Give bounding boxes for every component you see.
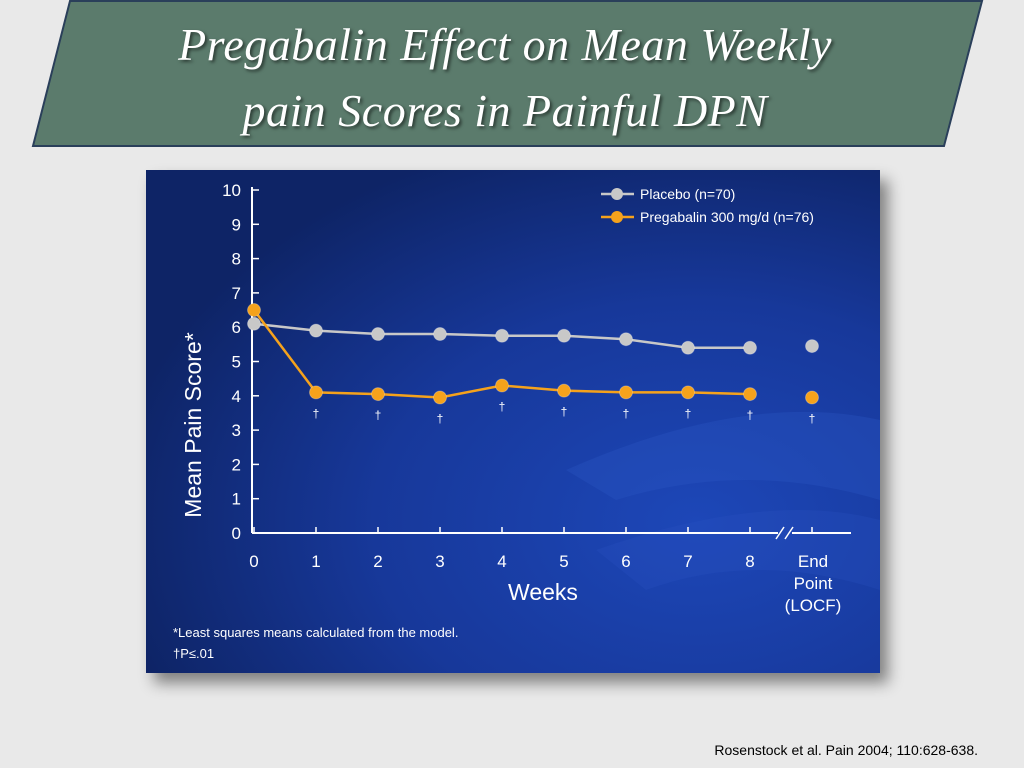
significance-marker: † — [685, 406, 692, 420]
x-tick-label: 0 — [249, 552, 258, 571]
decorative-swoosh — [596, 510, 880, 590]
data-point — [309, 385, 323, 400]
title-banner-shape — [31, 0, 984, 147]
endpoint-data-point — [805, 390, 819, 405]
data-point — [743, 340, 757, 355]
x-tick-label: 2 — [373, 552, 382, 571]
legend-label-placebo: Placebo (n=70) — [640, 186, 735, 202]
y-tick-label: 5 — [232, 353, 241, 372]
legend-marker-placebo — [611, 188, 623, 200]
slide-title-line-1: Pregabalin Effect on Mean Weekly — [178, 19, 832, 70]
chart-background — [146, 170, 880, 673]
significance-marker: † — [375, 408, 382, 422]
y-tick-label: 3 — [232, 421, 241, 440]
x-tick-label: 1 — [311, 552, 320, 571]
chart-panel: 0 1 2 3 4 5 6 7 8 9 10 0 1 2 3 4 5 6 7 8 End Point (LOCF) † † † †… — [146, 170, 880, 673]
axis-break-mark — [775, 526, 785, 540]
data-point — [371, 387, 385, 402]
data-point — [681, 385, 695, 400]
significance-marker: † — [437, 412, 444, 426]
y-tick-label: 8 — [232, 250, 241, 269]
legend-marker-pregabalin — [611, 211, 623, 223]
y-tick-label: 10 — [222, 181, 241, 200]
y-tick-label: 4 — [232, 387, 241, 406]
x-tick-label-endpoint: (LOCF) — [785, 596, 842, 615]
x-tick-label: 7 — [683, 552, 692, 571]
x-tick-label-endpoint: End — [798, 552, 828, 571]
significance-marker: † — [561, 405, 568, 419]
y-tick-label: 1 — [232, 490, 241, 509]
data-point — [495, 328, 509, 343]
data-point — [433, 327, 447, 342]
footnote-p-value: †P≤.01 — [173, 646, 214, 661]
x-tick-label-endpoint: Point — [794, 574, 833, 593]
data-point — [619, 385, 633, 400]
data-point — [681, 340, 695, 355]
y-tick-label: 2 — [232, 455, 241, 474]
endpoint-data-point — [805, 339, 819, 354]
significance-marker: † — [623, 406, 630, 420]
y-tick-label: 6 — [232, 318, 241, 337]
axis-break-mark — [784, 526, 794, 540]
y-axis-title: Mean Pain Score* — [180, 332, 206, 517]
data-point — [495, 378, 509, 393]
decorative-swoosh — [566, 411, 880, 500]
slide-title-line-2: pain Scores in Painful DPN — [242, 85, 768, 136]
line-chart: 0 1 2 3 4 5 6 7 8 9 10 0 1 2 3 4 5 6 7 8 End Point (LOCF) † † † †… — [146, 170, 880, 673]
x-tick-label: 4 — [497, 552, 506, 571]
data-point — [247, 303, 261, 318]
x-tick-label: 6 — [621, 552, 630, 571]
y-tick-label: 9 — [232, 215, 241, 234]
x-tick-label: 3 — [435, 552, 444, 571]
significance-marker: † — [313, 406, 320, 420]
significance-marker: † — [747, 408, 754, 422]
data-point — [371, 327, 385, 342]
citation: Rosenstock et al. Pain 2004; 110:628-638… — [714, 742, 978, 758]
y-tick-label: 7 — [232, 284, 241, 303]
data-point — [433, 390, 447, 405]
data-point — [743, 387, 757, 402]
x-tick-label: 8 — [745, 552, 754, 571]
y-tick-label: 0 — [232, 524, 241, 543]
data-point — [619, 332, 633, 347]
data-point — [557, 383, 571, 398]
footnote-least-squares: *Least squares means calculated from the… — [173, 625, 458, 640]
data-point — [557, 328, 571, 343]
title-banner — [31, 0, 984, 147]
x-axis-title: Weeks — [508, 579, 578, 605]
data-point — [247, 316, 261, 331]
significance-marker: † — [809, 412, 816, 426]
x-tick-label: 5 — [559, 552, 568, 571]
legend-label-pregabalin: Pregabalin 300 mg/d (n=76) — [640, 209, 814, 225]
data-point — [309, 323, 323, 338]
significance-marker: † — [499, 400, 506, 414]
